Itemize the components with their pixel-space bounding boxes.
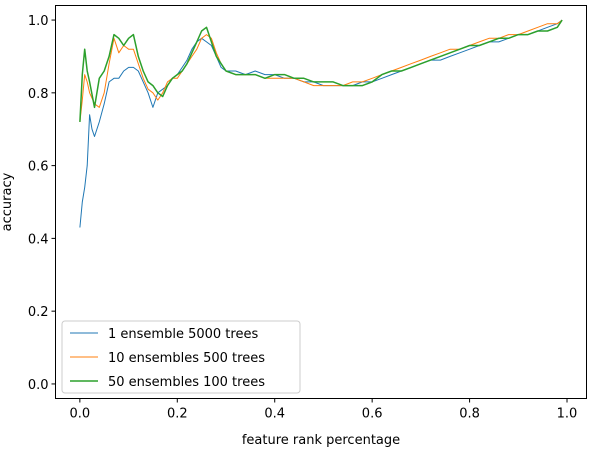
legend-frame — [61, 320, 301, 394]
series-line-1 — [79, 19, 563, 228]
x-tick-label: 0.0 — [70, 407, 91, 422]
x-tick-label: 0.4 — [264, 407, 285, 422]
y-tick-label: 0.4 — [28, 232, 49, 247]
x-tick-label: 1.0 — [557, 407, 578, 422]
legend-label-3: 50 ensembles 100 trees — [108, 375, 265, 390]
x-tick-label: 0.2 — [167, 407, 188, 422]
series-lines — [79, 19, 563, 228]
y-tick-label: 0.0 — [28, 378, 49, 393]
y-tick-label: 0.6 — [28, 160, 49, 175]
plot-frame — [55, 5, 587, 399]
legend-label-1: 1 ensemble 5000 trees — [108, 327, 258, 342]
y-tick-label: 0.2 — [28, 305, 49, 320]
y-tick-label: 0.8 — [28, 87, 49, 102]
axis-ticks: 0.0 0.2 0.4 0.6 0.8 1.0 0.0 0.2 0.4 0.6 0.8 1.0 — [28, 14, 578, 421]
x-tick-label: 0.8 — [459, 407, 480, 422]
y-tick-label: 1.0 — [28, 14, 49, 29]
x-axis-label: feature rank percentage — [242, 433, 400, 448]
legend-label-2: 10 ensembles 500 trees — [108, 351, 265, 366]
x-tick-label: 0.6 — [362, 407, 383, 422]
legend: 1 ensemble 5000 trees 10 ensembles 500 t… — [61, 320, 301, 394]
series-line-3 — [79, 19, 563, 122]
y-axis-label: accuracy — [0, 172, 15, 231]
